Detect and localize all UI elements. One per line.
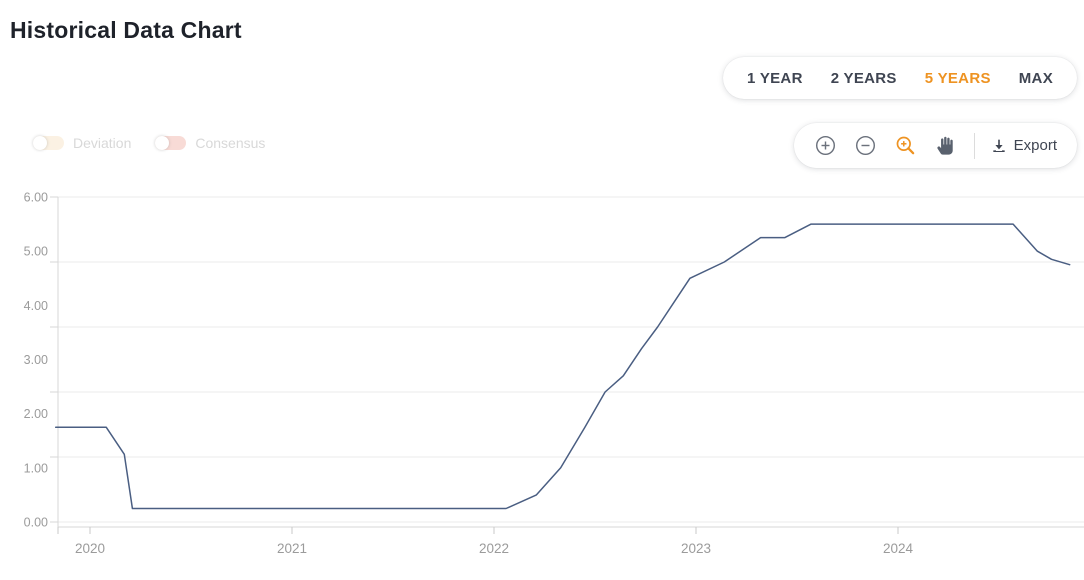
consensus-toggle-track: [155, 136, 187, 150]
consensus-toggle-knob: [155, 136, 170, 150]
range-button-5-years[interactable]: 5 YEARS: [924, 69, 991, 87]
y-axis-label: 2.00: [24, 407, 48, 421]
circle-minus-icon: [856, 136, 876, 155]
hand-icon: [937, 136, 953, 155]
consensus-toggle-label: Consensus: [195, 135, 266, 151]
zoom-out-button[interactable]: [848, 128, 884, 164]
export-button[interactable]: Export: [985, 137, 1063, 154]
consensus-toggle[interactable]: Consensus: [155, 135, 265, 151]
y-axis-label: 0.00: [24, 516, 48, 530]
y-axis-label: 3.00: [24, 353, 48, 367]
x-axis-label: 2021: [277, 541, 307, 556]
series-toggles: Deviation Consensus: [33, 135, 265, 151]
x-axis-label: 2020: [75, 541, 105, 556]
x-axis-label: 2024: [883, 541, 914, 556]
y-axis-label: 4.00: [24, 299, 48, 313]
range-button-max[interactable]: MAX: [1018, 69, 1053, 87]
circle-plus-icon: [816, 136, 836, 155]
deviation-toggle-track: [33, 136, 64, 150]
chart-toolbar: Export: [793, 123, 1077, 168]
x-axis-label: 2023: [681, 541, 711, 556]
zoom-in-button[interactable]: [808, 128, 844, 164]
magnifier-plus-icon: [896, 136, 915, 155]
range-button-1-year[interactable]: 1 YEAR: [746, 69, 803, 87]
y-axis-label: 6.00: [24, 191, 48, 205]
x-axis-label: 2022: [479, 541, 509, 556]
y-axis-label: 1.00: [24, 461, 48, 475]
deviation-toggle-label: Deviation: [73, 135, 132, 151]
deviation-toggle-knob: [33, 136, 47, 150]
time-range-selector: 1 YEAR 2 YEARS 5 YEARS MAX: [722, 57, 1077, 99]
zoom-selection-button[interactable]: [888, 128, 924, 164]
deviation-toggle[interactable]: Deviation: [33, 135, 131, 151]
export-button-label: Export: [1013, 137, 1057, 154]
download-icon: [992, 139, 1005, 152]
y-axis-label: 5.00: [24, 245, 48, 259]
series-line: [54, 223, 1071, 510]
pan-button[interactable]: [928, 128, 964, 164]
toolbar-divider: [973, 132, 975, 159]
page-title: Historical Data Chart: [10, 17, 242, 43]
range-button-2-years[interactable]: 2 YEARS: [830, 69, 897, 87]
